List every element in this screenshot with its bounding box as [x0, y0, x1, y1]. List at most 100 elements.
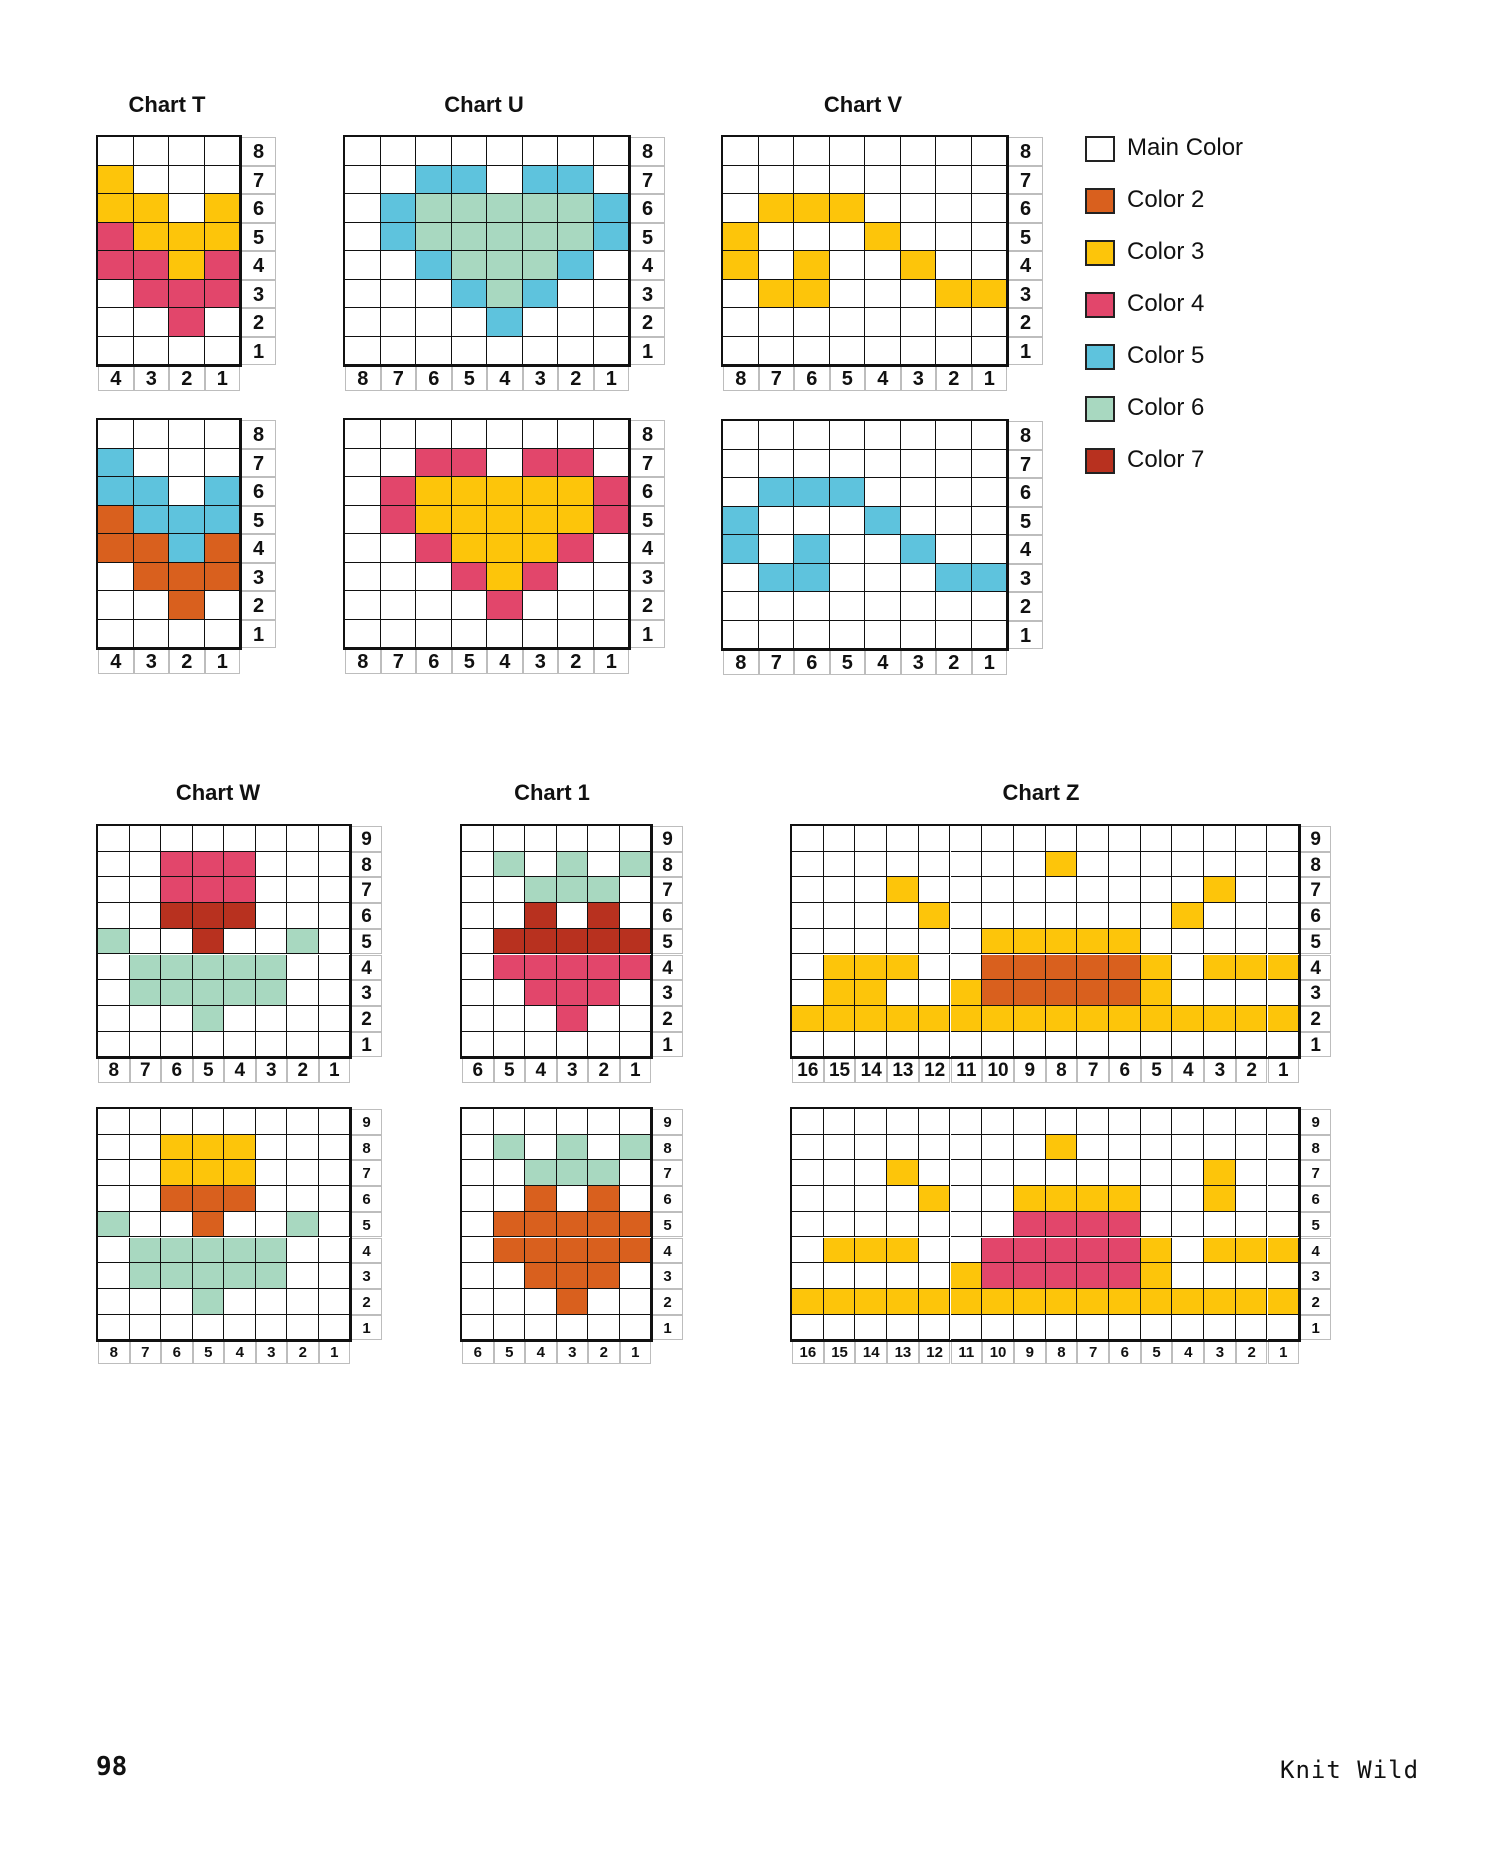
- chart-cell: [493, 954, 525, 981]
- chart-grid: [343, 135, 631, 367]
- chart-cell: [1109, 1134, 1141, 1161]
- chart-cell: [192, 1211, 224, 1238]
- chart-cell: [865, 449, 901, 478]
- chart-cell: [855, 1237, 888, 1264]
- chart-cell: [451, 279, 487, 308]
- column-number: 3: [522, 367, 558, 391]
- chart-cell: [794, 222, 830, 251]
- chart-cell: [525, 1263, 557, 1289]
- column-number: 7: [380, 367, 416, 391]
- chart-cell: [1109, 851, 1141, 878]
- chart-cell: [982, 877, 1014, 904]
- chart-cell: [918, 1109, 951, 1135]
- chart-cell: [918, 980, 951, 1006]
- chart-cell: [192, 980, 224, 1006]
- chart-cell: [1077, 877, 1109, 904]
- chart-cell: [971, 506, 1007, 535]
- chart-cell: [345, 505, 381, 534]
- chart-cell: [900, 592, 936, 621]
- book-title: Knit Wild: [1280, 1756, 1420, 1784]
- chart-cell: [129, 1237, 161, 1264]
- chart-cell: [525, 980, 557, 1006]
- chart-cell: [936, 251, 972, 280]
- chart-cell: [345, 308, 381, 337]
- chart-cell: [462, 851, 494, 878]
- chart-cell: [1140, 980, 1173, 1006]
- chart-cell: [823, 826, 856, 852]
- chart-cell: [758, 478, 794, 507]
- chart-cell: [1013, 877, 1046, 904]
- chart-cell: [255, 1109, 287, 1135]
- chart-cell: [224, 1186, 256, 1212]
- chart-cell: [98, 448, 134, 477]
- chart-cell: [619, 851, 651, 878]
- column-number: 5: [451, 367, 487, 391]
- chart-cell: [855, 826, 888, 852]
- chart-cell: [204, 534, 240, 563]
- row-number: 9: [352, 1109, 382, 1135]
- column-number: 7: [758, 651, 794, 675]
- row-number: 6: [631, 477, 665, 506]
- chart-cell: [1267, 928, 1300, 955]
- column-number: 7: [1077, 1342, 1109, 1365]
- chart-cell: [345, 165, 381, 194]
- chart-cell: [823, 851, 856, 878]
- chart-cell: [950, 1211, 983, 1238]
- column-number: 5: [451, 650, 487, 674]
- chart-cell: [525, 1288, 557, 1315]
- chart-cell: [487, 448, 523, 477]
- chart-cell: [451, 194, 487, 223]
- chart-cell: [971, 308, 1007, 337]
- chart-cell: [794, 535, 830, 564]
- chart-cell: [318, 928, 350, 955]
- row-number: 4: [653, 954, 683, 981]
- chart-cell: [255, 1314, 287, 1341]
- column-number: 1: [619, 1342, 651, 1365]
- chart-cell: [287, 1134, 319, 1161]
- chart-cell: [1045, 928, 1078, 955]
- chart-cell: [556, 1031, 588, 1058]
- chart-cell: [588, 1186, 620, 1212]
- chart-cell: [593, 308, 629, 337]
- row-number: 4: [242, 251, 276, 280]
- chart-cell: [416, 137, 452, 166]
- chart-cell: [982, 1211, 1014, 1238]
- column-number: 12: [918, 1342, 951, 1365]
- chart-cell: [558, 194, 594, 223]
- chart-cell: [1172, 980, 1205, 1006]
- chart-cell: [1172, 826, 1205, 852]
- chart-cell: [204, 251, 240, 280]
- chart-cell: [98, 1237, 130, 1264]
- chart-cell: [129, 1109, 161, 1135]
- chart-cell: [133, 279, 169, 308]
- chart-cell: [224, 1109, 256, 1135]
- chart-cell: [1109, 1160, 1141, 1187]
- chart-cell: [950, 1160, 983, 1187]
- row-number: 2: [1301, 1288, 1332, 1315]
- chart-cell: [829, 592, 865, 621]
- chart-cell: [1267, 1109, 1300, 1135]
- chart-cell: [287, 1288, 319, 1315]
- chart-cell: [1235, 1314, 1268, 1341]
- chart-grid: [721, 135, 1009, 367]
- chart-cell: [918, 1211, 951, 1238]
- chart-cell: [887, 1288, 919, 1315]
- chart-cell: [451, 137, 487, 166]
- chart-cell: [593, 505, 629, 534]
- chart-cell: [792, 980, 824, 1006]
- chart-cell: [204, 137, 240, 166]
- chart-cell: [1077, 1109, 1109, 1135]
- chart-cell: [1235, 1186, 1268, 1212]
- column-number: 16: [792, 1059, 824, 1084]
- chart-cell: [829, 336, 865, 365]
- chart-cell: [556, 1211, 588, 1238]
- chart-cell: [255, 1186, 287, 1212]
- chart-cell: [1045, 1134, 1078, 1161]
- chart-cell: [588, 1160, 620, 1187]
- chart-cell: [887, 1237, 919, 1264]
- chart-cell: [588, 1314, 620, 1341]
- row-number: 8: [653, 1134, 683, 1161]
- chart-cell: [98, 420, 134, 449]
- chart-cell: [133, 619, 169, 648]
- chart-cell: [525, 928, 557, 955]
